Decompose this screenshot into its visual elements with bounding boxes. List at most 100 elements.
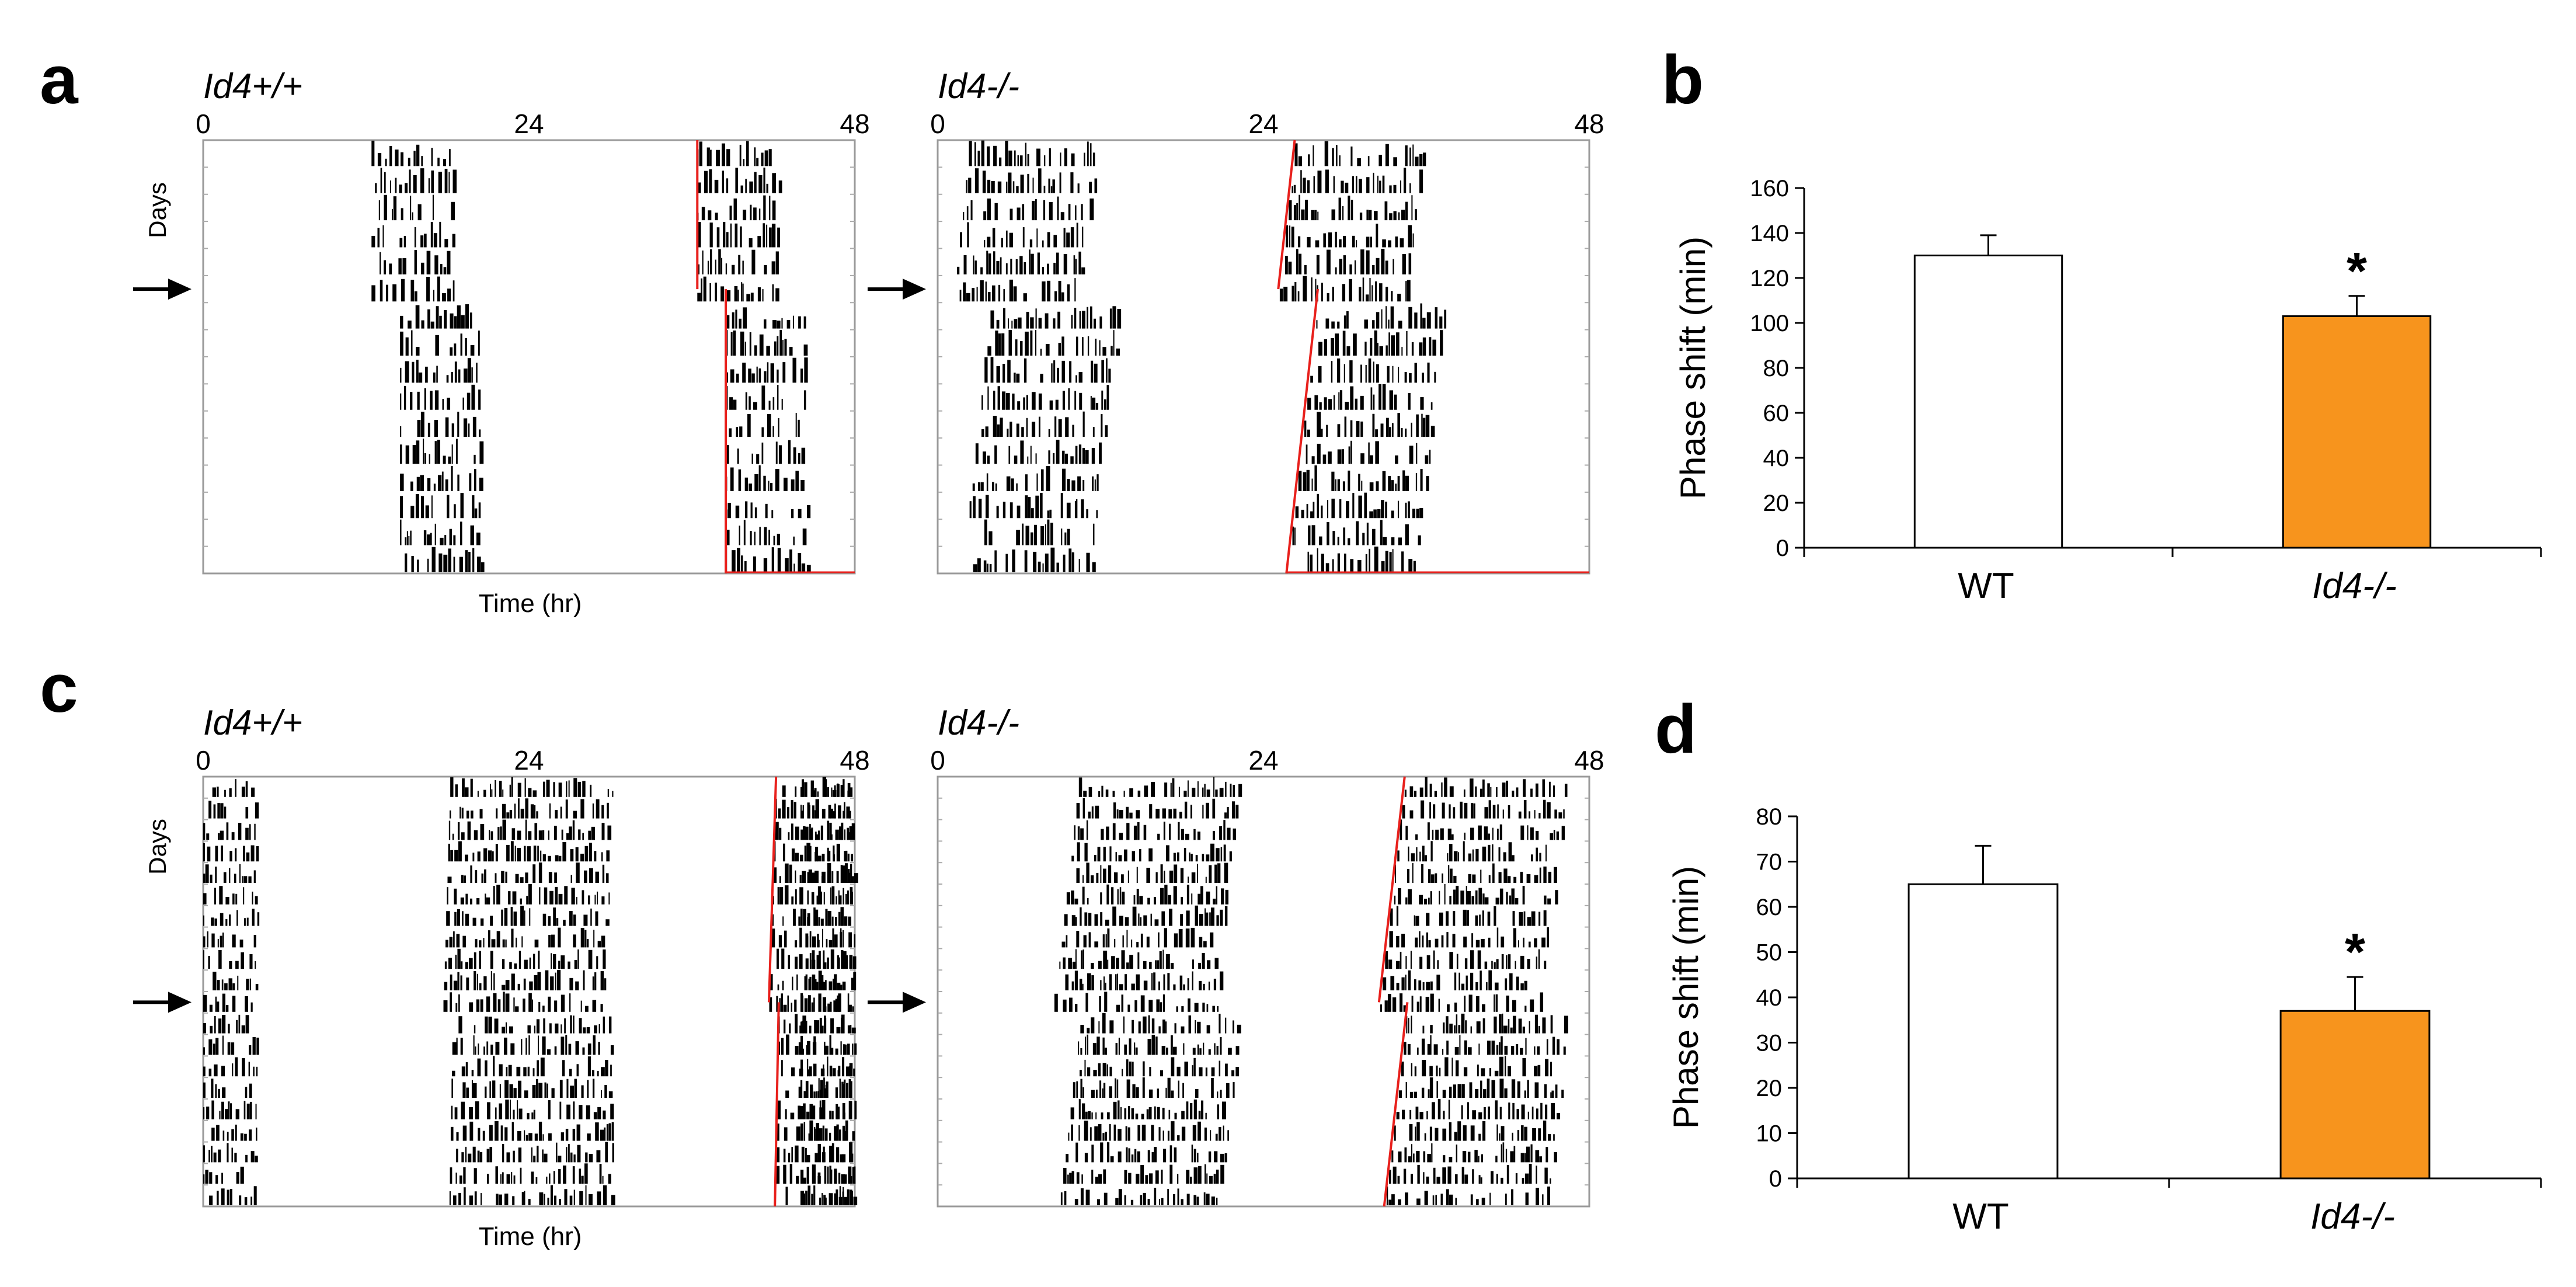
activity-bar <box>830 1048 834 1055</box>
activity-bar <box>771 547 774 572</box>
activity-bar <box>818 917 820 926</box>
activity-bar <box>790 1112 795 1119</box>
activity-bar <box>1170 782 1172 797</box>
activity-bar <box>829 1035 831 1055</box>
activity-bar <box>1035 495 1039 519</box>
activity-bar <box>414 291 417 302</box>
activity-bar <box>208 801 212 819</box>
activity-bar <box>1189 852 1190 862</box>
activity-bar <box>491 939 496 948</box>
activity-bar <box>1543 1120 1547 1141</box>
activity-bar <box>1000 418 1003 437</box>
activity-bar <box>1429 1077 1433 1098</box>
activity-bar <box>1396 961 1400 969</box>
activity-bar <box>1405 475 1409 491</box>
activity-bar <box>1472 1110 1477 1119</box>
activity-bar <box>740 331 744 356</box>
activity-bar <box>842 982 846 990</box>
activity-bar <box>1382 471 1386 491</box>
activity-bar <box>1391 1150 1394 1163</box>
activity-bar <box>517 1131 521 1141</box>
activity-bar <box>854 1166 856 1184</box>
activity-bar <box>1071 552 1074 572</box>
activity-bar <box>410 530 412 545</box>
activity-bar <box>1069 1173 1072 1184</box>
activity-bar <box>203 994 207 1012</box>
activity-bar <box>798 453 800 464</box>
activity-bar <box>1112 906 1116 926</box>
activity-bar <box>1037 252 1040 274</box>
activity-bar <box>1563 809 1565 819</box>
activity-bar <box>750 293 754 302</box>
activity-bar <box>525 1038 527 1055</box>
activity-bar <box>1551 1102 1555 1119</box>
activity-bar <box>787 807 789 819</box>
activity-bar <box>1431 1143 1433 1163</box>
activity-bar <box>232 1063 234 1077</box>
activity-bar <box>1204 784 1206 797</box>
activity-bar <box>1420 469 1423 491</box>
activity-bar <box>1206 1173 1208 1184</box>
activity-bar <box>1524 1090 1526 1098</box>
activity-bar <box>845 1120 848 1141</box>
activity-bar <box>1434 371 1436 383</box>
activity-bar <box>1198 893 1200 905</box>
activity-bar <box>1535 1150 1540 1163</box>
activity-bar <box>1454 1002 1457 1012</box>
activity-bar <box>245 781 248 797</box>
activity-bar <box>817 933 819 948</box>
activity-bar <box>1214 1151 1218 1163</box>
activity-bar <box>775 441 778 464</box>
activity-bar <box>214 1064 218 1077</box>
activity-bar <box>1286 225 1289 248</box>
activity-bar <box>1092 427 1095 437</box>
activity-bar <box>1449 1122 1452 1141</box>
activity-bar <box>506 812 510 819</box>
activity-bar <box>405 183 408 193</box>
activity-bar <box>566 1147 568 1163</box>
activity-bar <box>744 561 747 572</box>
activity-bar <box>807 1185 811 1205</box>
activity-bar <box>806 843 811 862</box>
activity-bar <box>1465 975 1468 990</box>
activity-bar <box>817 855 821 862</box>
activity-bar <box>511 1172 513 1184</box>
activity-bar <box>458 1016 462 1034</box>
activity-bar <box>568 780 570 797</box>
activity-bar <box>504 1127 508 1141</box>
activity-bar <box>1435 1195 1437 1205</box>
activity-bar <box>1461 1013 1465 1034</box>
activity-bar <box>549 1023 552 1034</box>
activity-bar <box>1150 913 1153 926</box>
activity-bar <box>1216 1169 1219 1184</box>
activity-bar <box>1520 955 1524 969</box>
activity-bar <box>1390 976 1395 990</box>
activity-bar <box>1401 977 1405 990</box>
activity-bar <box>1376 481 1379 491</box>
activity-bar <box>1430 1035 1432 1055</box>
activity-bar <box>1014 150 1016 166</box>
activity-bar <box>532 1085 536 1098</box>
activity-bar <box>1313 145 1314 166</box>
activity-bar <box>1484 1107 1486 1119</box>
activity-bar <box>1449 1194 1453 1205</box>
activity-bar <box>1473 803 1475 819</box>
activity-bar <box>240 1166 244 1184</box>
activity-bar <box>745 179 747 193</box>
activity-bar <box>1357 158 1361 166</box>
activity-bar <box>1523 911 1526 926</box>
activity-bar <box>1432 829 1434 840</box>
activity-bar <box>1126 1059 1129 1077</box>
activity-bar <box>1513 876 1517 883</box>
activity-bar <box>1063 254 1067 274</box>
activity-bar <box>1091 963 1094 969</box>
activity-bar <box>1075 1142 1078 1163</box>
activity-bar <box>1478 825 1482 840</box>
activity-bar <box>1508 842 1512 862</box>
activity-bar <box>1433 1044 1438 1055</box>
activity-bar <box>1430 981 1433 990</box>
activity-bar <box>1319 536 1322 545</box>
activity-bar <box>1395 484 1397 491</box>
activity-bar <box>1461 1167 1464 1184</box>
activity-bar <box>1117 308 1122 329</box>
